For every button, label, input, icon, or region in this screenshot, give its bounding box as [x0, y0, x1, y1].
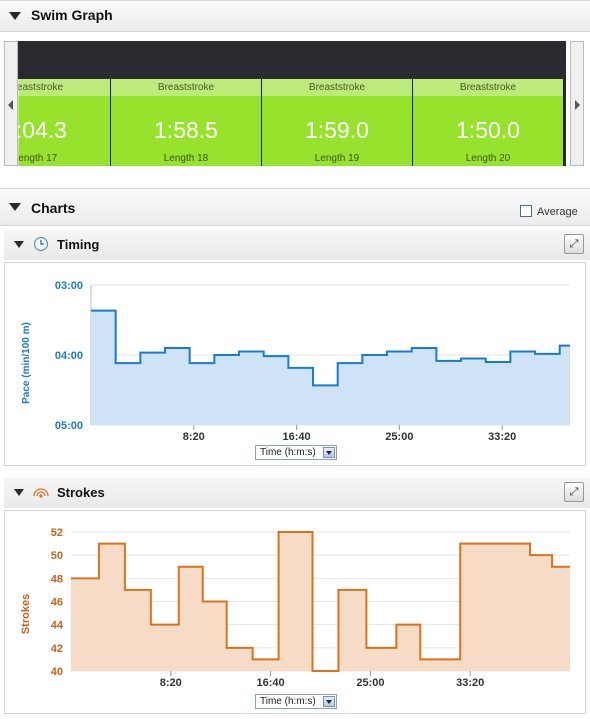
timing-title: Timing — [57, 237, 100, 252]
strokes-chart-panel: 40 42 44 46 48 50 52 8:20 16:40 25:00 33:20 Strok… — [4, 510, 586, 714]
lap-card[interactable]: Breaststroke 2:04.3 Length 17 — [5, 79, 111, 166]
lap-stroke: Breaststroke — [111, 79, 261, 96]
x-tick-label: 25:00 — [356, 677, 384, 689]
lap-card[interactable]: Breaststroke 1:59.0 Length 19 — [262, 79, 413, 166]
strokes-axis-label: Strokes — [20, 594, 32, 634]
collapse-icon[interactable] — [14, 489, 24, 496]
expand-icon: ⤢ — [569, 238, 579, 250]
swim-graph-header[interactable]: Swim Graph — [0, 0, 590, 32]
lap-stroke: Breaststroke — [262, 79, 412, 96]
clock-icon — [33, 236, 49, 252]
lap-length: Length 19 — [314, 153, 360, 164]
pace-area — [91, 310, 570, 425]
y-tick-label: 03:00 — [55, 280, 83, 292]
lap-time: 1:50.0 — [456, 117, 520, 143]
scroll-left-button[interactable] — [4, 41, 18, 166]
lap-time: 1:58.5 — [154, 117, 218, 143]
y-tick-label: 50 — [51, 550, 63, 562]
x-tick-label: 25:00 — [385, 431, 413, 443]
x-tick-label: 16:40 — [283, 431, 311, 443]
strokes-icon — [33, 488, 49, 498]
collapse-icon[interactable] — [9, 12, 21, 20]
chevron-left-icon — [8, 100, 13, 110]
timing-chart-panel: 03:00 04:00 05:00 8:20 16:40 25:00 33:20 Pace… — [4, 262, 586, 466]
lap-time: 1:59.0 — [305, 117, 369, 143]
checkbox-box[interactable] — [520, 205, 532, 217]
y-tick-label: 04:00 — [55, 350, 83, 362]
strokes-line — [71, 531, 570, 672]
pace-chart: 03:00 04:00 05:00 8:20 16:40 25:00 33:20 Pace… — [21, 280, 570, 443]
collapse-icon[interactable] — [14, 241, 24, 248]
lap-length: Length 20 — [465, 153, 511, 164]
timing-header[interactable]: Timing ⤢ — [4, 230, 590, 260]
swim-graph-title: Swim Graph — [31, 7, 113, 23]
select-value: Time (h:m:s) — [260, 696, 316, 707]
collapse-icon[interactable] — [9, 203, 21, 211]
y-tick-label: 40 — [51, 666, 63, 678]
average-checkbox[interactable]: Average — [520, 205, 578, 218]
lap-stroke: Breaststroke — [5, 79, 110, 96]
lap-timeline[interactable]: Breaststroke 2:04.3 Length 17 Breaststro… — [5, 41, 566, 166]
timing-x-axis-select[interactable]: Time (h:m:s) — [255, 445, 337, 460]
lap-card[interactable]: Breaststroke 1:58.5 Length 18 — [111, 79, 262, 166]
lap-time: 2:04.3 — [5, 117, 67, 143]
strokes-title: Strokes — [57, 485, 105, 500]
charts-header[interactable]: Charts — [0, 188, 590, 226]
lap-length: Length 17 — [12, 153, 58, 164]
x-tick-label: 8:20 — [160, 677, 182, 689]
scroll-right-button[interactable] — [570, 41, 584, 166]
lap-length: Length 18 — [163, 153, 209, 164]
x-tick-label: 8:20 — [183, 431, 205, 443]
chevron-right-icon — [575, 100, 580, 110]
expand-timing-button[interactable]: ⤢ — [564, 234, 584, 254]
pace-line — [91, 309, 570, 387]
strokes-chart: 40 42 44 46 48 50 52 8:20 16:40 25:00 33:20 Strok… — [20, 527, 570, 689]
chevron-down-icon — [323, 696, 335, 707]
expand-icon: ⤢ — [569, 486, 579, 498]
charts-title: Charts — [31, 200, 76, 216]
strokes-x-axis-select[interactable]: Time (h:m:s) — [255, 694, 337, 709]
y-tick-label: 48 — [51, 573, 63, 585]
average-label: Average — [537, 206, 578, 218]
lap-stroke: Breaststroke — [413, 79, 563, 96]
x-tick-label: 33:20 — [488, 431, 516, 443]
x-tick-label: 33:20 — [456, 677, 484, 689]
y-tick-label: 46 — [51, 597, 63, 609]
expand-strokes-button[interactable]: ⤢ — [564, 482, 584, 502]
y-tick-label: 44 — [51, 620, 64, 632]
pace-axis-label: Pace (min/100 m) — [21, 322, 32, 404]
y-tick-label: 42 — [51, 643, 63, 655]
select-value: Time (h:m:s) — [260, 447, 316, 458]
y-tick-label: 52 — [51, 527, 63, 539]
lap-card[interactable]: Breaststroke 1:50.0 Length 20 — [413, 79, 564, 166]
chevron-down-icon — [323, 447, 335, 458]
strokes-header[interactable]: Strokes ⤢ — [4, 478, 590, 508]
y-tick-label: 05:00 — [55, 420, 83, 432]
x-tick-label: 16:40 — [257, 677, 285, 689]
